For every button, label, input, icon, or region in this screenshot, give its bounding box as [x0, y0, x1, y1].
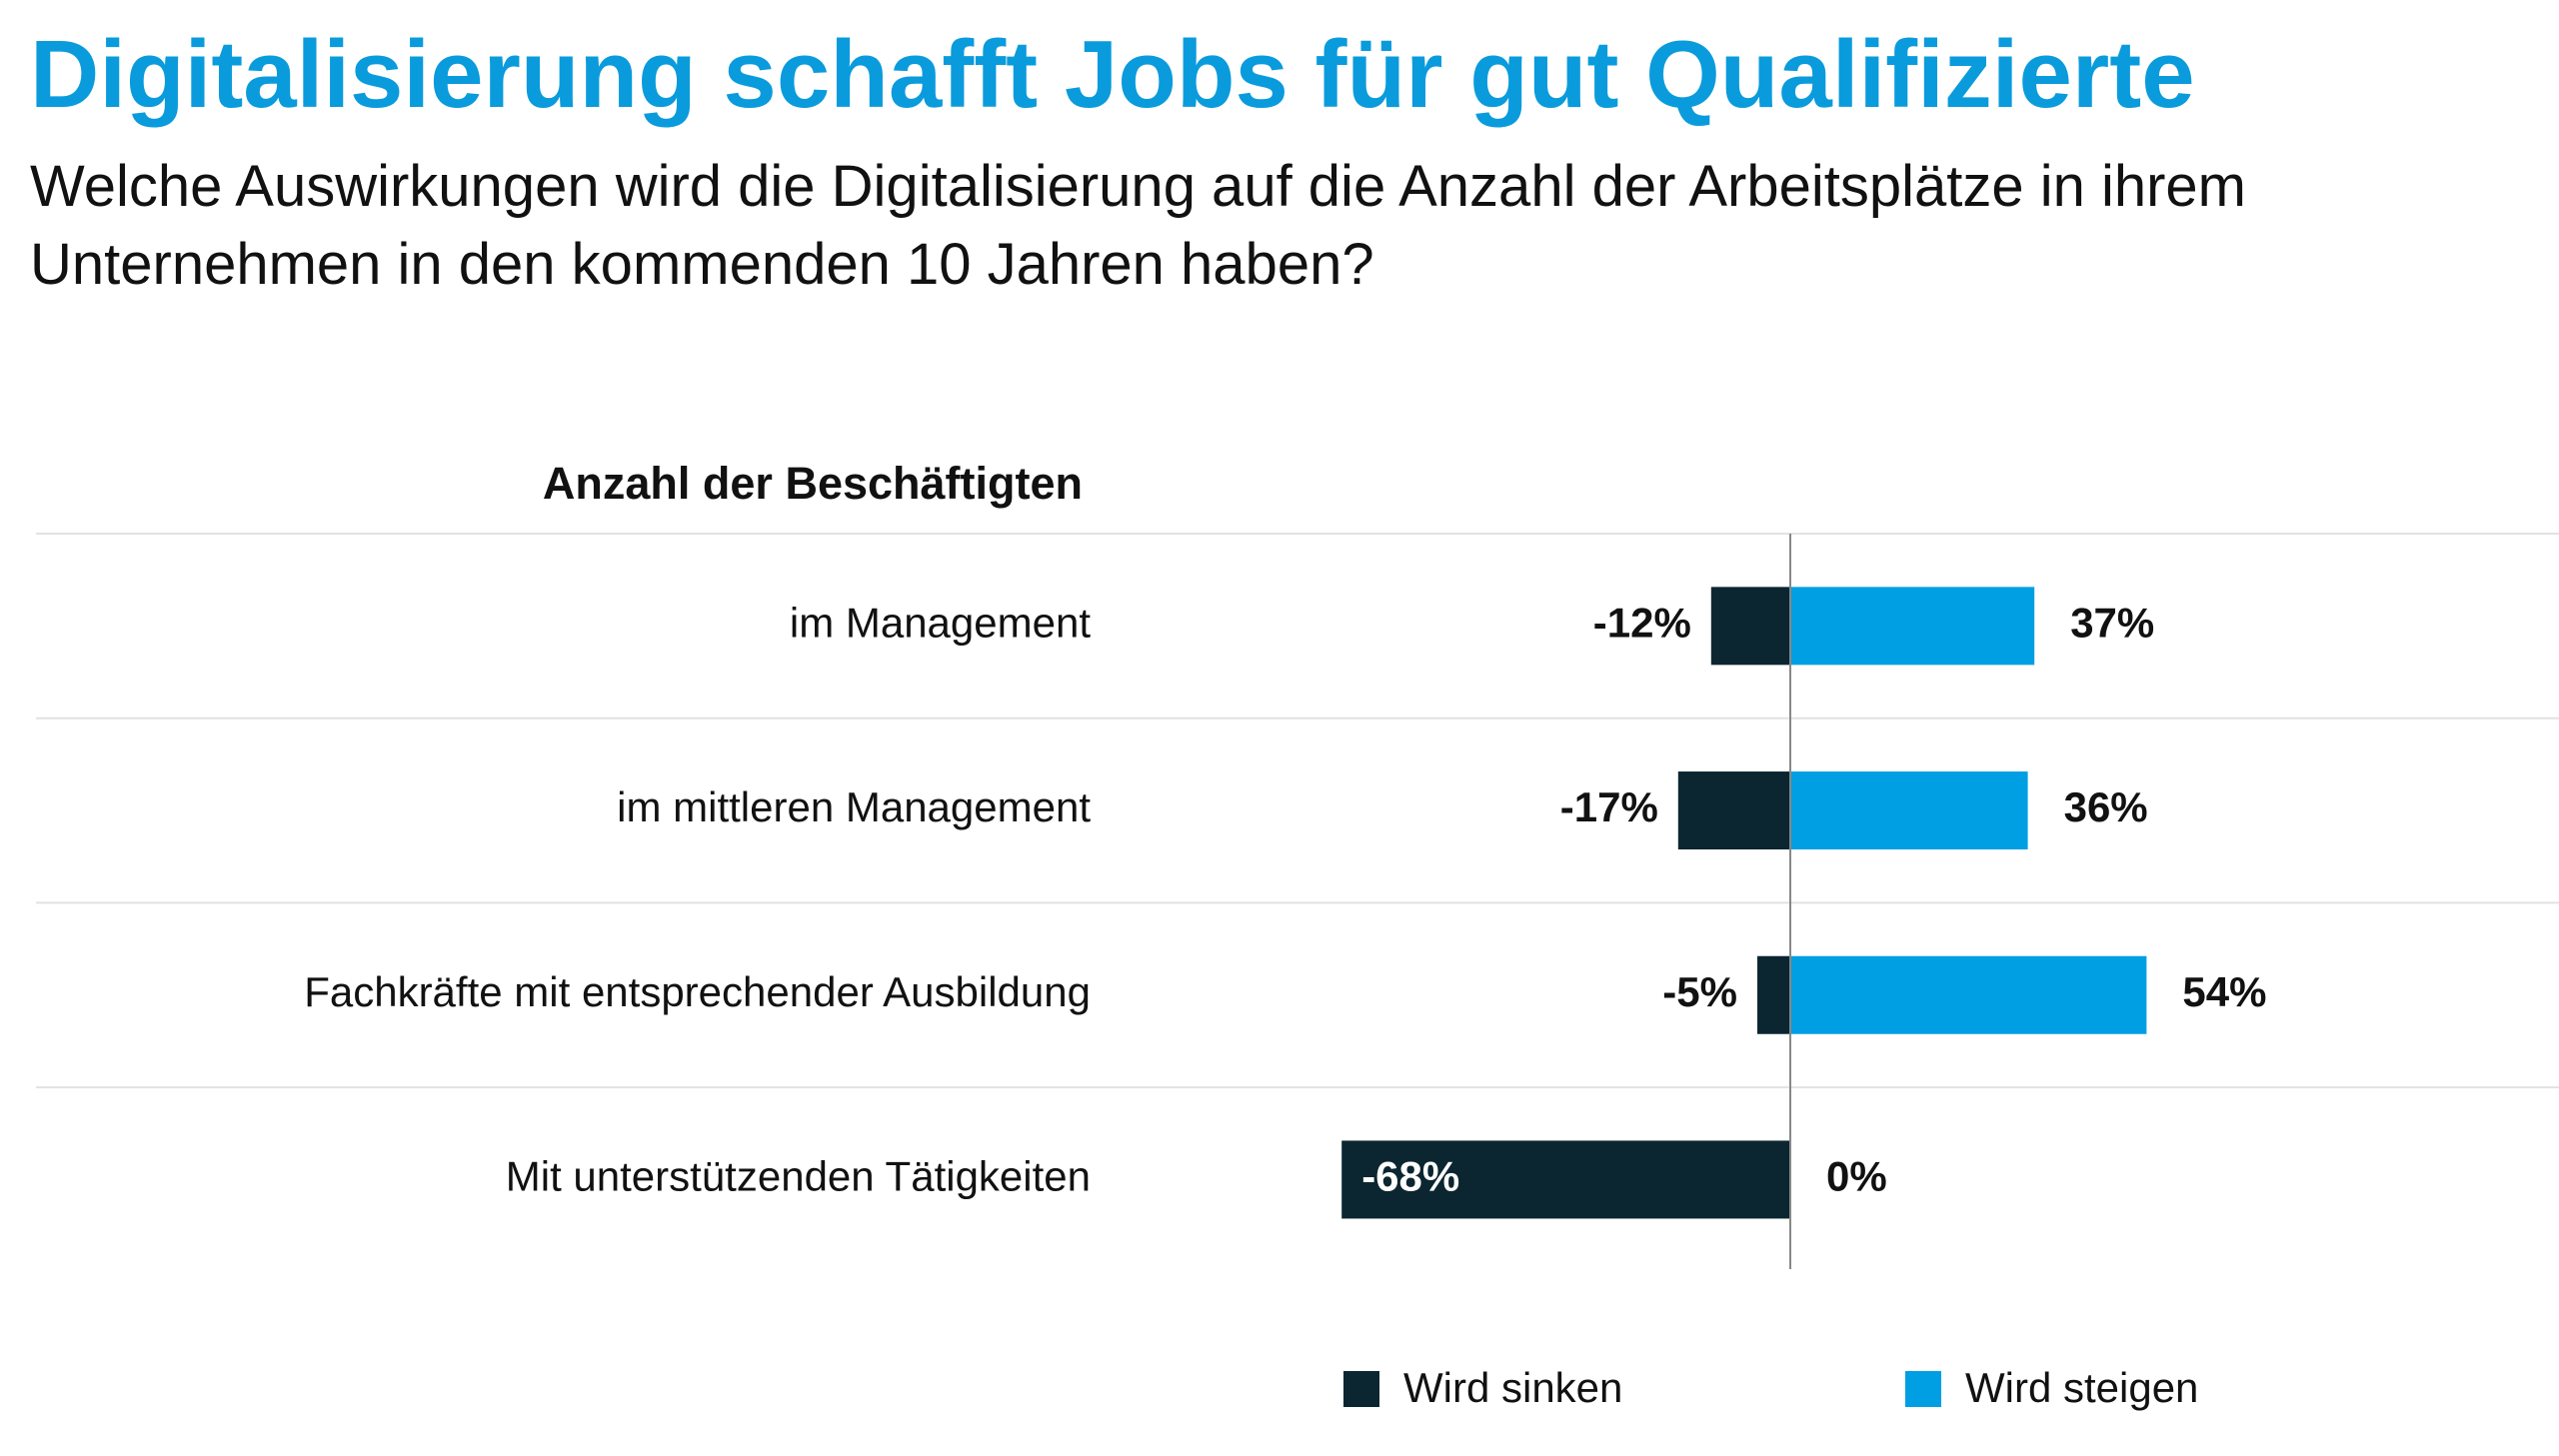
bar: [1790, 955, 2147, 1034]
category-label: im mittleren Management: [617, 783, 1091, 830]
bar: [1341, 1140, 1790, 1219]
legend-swatch: [1905, 1371, 1941, 1407]
value-label: -17%: [1560, 783, 1658, 830]
bar: [1677, 771, 1790, 850]
legend-label: Wird sinken: [1403, 1364, 1622, 1411]
value-label: 54%: [2182, 968, 2266, 1015]
legend-label: Wird steigen: [1965, 1364, 2198, 1411]
legend-swatch: [1343, 1371, 1379, 1407]
value-label: 36%: [2064, 783, 2148, 830]
category-label: Mit unterstützenden Tätigkeiten: [506, 1153, 1091, 1200]
value-label: -5%: [1662, 968, 1737, 1015]
chart-title: Digitalisierung schafft Jobs für gut Qua…: [30, 21, 2195, 128]
category-header: Anzahl der Beschäftigten: [543, 458, 1083, 509]
value-label: 0%: [1826, 1153, 1887, 1200]
value-label: -68%: [1361, 1153, 1459, 1200]
bar: [1710, 587, 1790, 666]
bar: [1790, 771, 2028, 850]
value-label: 37%: [2070, 599, 2154, 646]
value-label: -12%: [1593, 599, 1691, 646]
chart-subtitle: Welche Auswirkungen wird die Digitalisie…: [30, 154, 2246, 297]
category-label: im Management: [790, 599, 1091, 646]
bar: [1757, 955, 1790, 1034]
bar: [1790, 587, 2035, 666]
category-label: Fachkräfte mit entsprechender Ausbildung: [304, 968, 1091, 1015]
